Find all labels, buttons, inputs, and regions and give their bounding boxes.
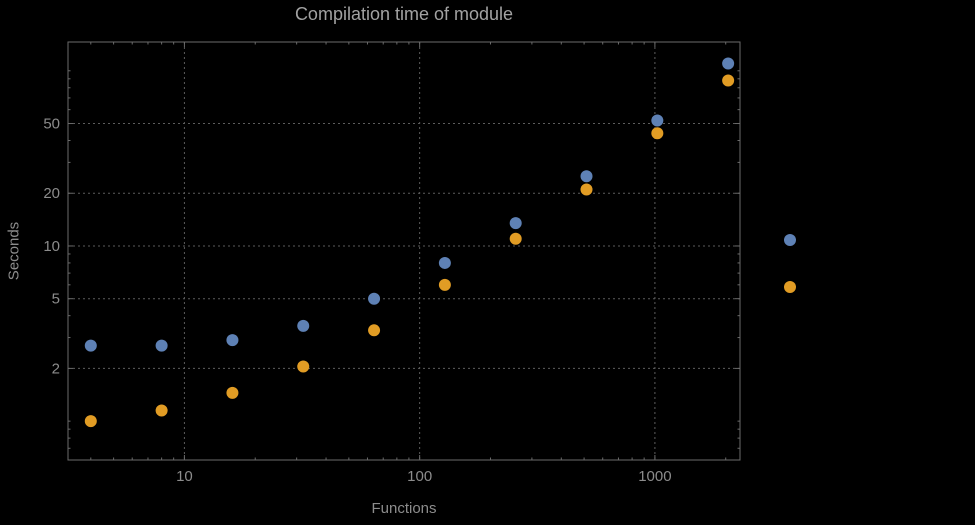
data-point (155, 339, 168, 352)
data-point (297, 319, 310, 332)
data-point (226, 334, 239, 347)
legend-marker (784, 281, 796, 293)
data-point (438, 278, 451, 291)
x-tick-label: 100 (407, 468, 432, 485)
data-point (368, 324, 381, 337)
y-axis-label: Seconds (5, 221, 23, 281)
legend-marker (784, 234, 796, 246)
data-point (226, 386, 239, 399)
y-tick-label: 10 (43, 238, 60, 255)
y-tick-label: 50 (43, 116, 60, 133)
data-point (651, 114, 664, 127)
data-point (84, 415, 97, 428)
data-point (651, 127, 664, 140)
data-point (509, 217, 522, 230)
chart-title: Compilation time of module (294, 4, 514, 24)
x-tick-label: 1000 (638, 468, 671, 485)
data-point (722, 57, 735, 70)
data-point (722, 74, 735, 87)
y-tick-label: 20 (43, 185, 60, 202)
data-point (297, 360, 310, 373)
x-tick-label: 10 (176, 468, 193, 485)
y-tick-label: 2 (52, 360, 60, 377)
plot-frame (67, 41, 741, 461)
data-point (580, 170, 593, 183)
data-point (155, 404, 168, 417)
data-point (509, 232, 522, 245)
data-point (84, 339, 97, 352)
y-tick-label: 5 (52, 291, 60, 308)
data-point (580, 183, 593, 196)
data-point (368, 292, 381, 305)
x-axis-label: Functions (371, 500, 437, 517)
data-point (438, 256, 451, 269)
